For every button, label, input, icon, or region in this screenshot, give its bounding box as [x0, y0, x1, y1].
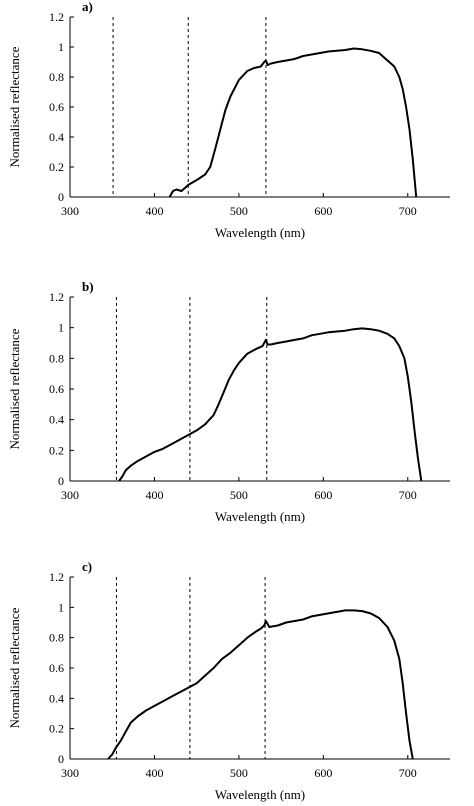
y-axis-label: Normalised reflectance: [7, 46, 22, 167]
y-tick-label: 0.4: [49, 691, 64, 705]
chart-panel-1: 0 0.2 0.4 0.6 0.8 1 1.2 300 400 500 600 700 a) Wavele…: [7, 0, 450, 240]
x-tick-label: 400: [145, 204, 163, 218]
x-tick-label: 700: [399, 204, 417, 218]
x-tick-label: 400: [145, 488, 163, 502]
reflectance-curve: [107, 609, 414, 760]
y-tick-label: 0.4: [49, 413, 64, 427]
y-tick-label: 0.4: [49, 130, 64, 144]
x-axis-label: Wavelength (nm): [215, 225, 305, 240]
x-tick-label: 700: [399, 488, 417, 502]
y-tick-label: 1.2: [49, 570, 64, 584]
x-tick-label: 600: [314, 766, 332, 780]
y-tick-label: 0.6: [49, 100, 64, 114]
x-tick-label: 500: [230, 488, 248, 502]
x-axis-label: Wavelength (nm): [215, 509, 305, 524]
panel-label: a): [82, 0, 93, 14]
y-tick-label: 0.2: [49, 443, 64, 457]
x-tick-label: 500: [230, 766, 248, 780]
x-axis-label: Wavelength (nm): [215, 787, 305, 802]
chart-panel-2: 0 0.2 0.4 0.6 0.8 1 1.2 300 400 500 600 700 b) Wavele…: [7, 279, 450, 524]
y-tick-label: 1: [58, 40, 64, 54]
panel-label: b): [82, 279, 94, 294]
y-tick-label: 0: [58, 752, 64, 766]
y-tick-label: 0.8: [49, 631, 64, 645]
x-tick-label: 600: [314, 488, 332, 502]
panel-label: c): [82, 559, 92, 574]
x-tick-label: 600: [314, 204, 332, 218]
x-tick-label: 300: [61, 766, 79, 780]
y-tick-label: 0: [58, 190, 64, 204]
y-tick-label: 0.8: [49, 351, 64, 365]
y-tick-label: 1.2: [49, 290, 64, 304]
y-axis-label: Normalised reflectance: [7, 328, 22, 449]
y-tick-label: 1: [58, 600, 64, 614]
x-tick-label: 500: [230, 204, 248, 218]
y-tick-label: 0.6: [49, 382, 64, 396]
x-tick-label: 700: [399, 766, 417, 780]
reflectance-curve: [168, 47, 418, 198]
x-tick-label: 300: [61, 488, 79, 502]
y-axis-label: Normalised reflectance: [7, 607, 22, 728]
y-tick-label: 0.8: [49, 70, 64, 84]
x-tick-label: 400: [145, 766, 163, 780]
x-tick-label: 300: [61, 204, 79, 218]
y-tick-label: 0.2: [49, 160, 64, 174]
chart-panel-3: 0 0.2 0.4 0.6 0.8 1 1.2 300 400 500 600 700 c) Wavele…: [7, 559, 450, 802]
reflectance-curve: [118, 327, 423, 482]
y-tick-label: 0.6: [49, 661, 64, 675]
y-tick-label: 0.2: [49, 722, 64, 736]
y-tick-label: 0: [58, 474, 64, 488]
y-tick-label: 1.2: [49, 10, 64, 24]
y-tick-label: 1: [58, 321, 64, 335]
